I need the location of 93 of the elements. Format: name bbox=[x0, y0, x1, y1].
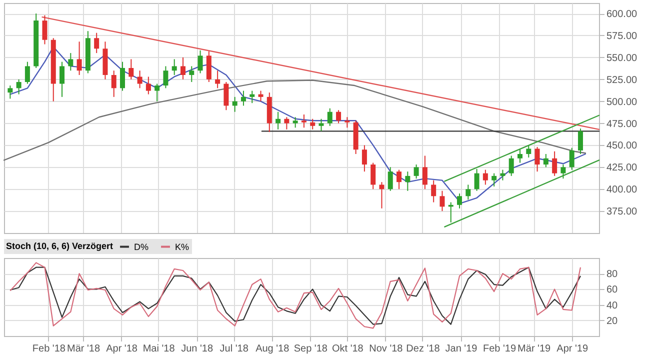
candlestick bbox=[422, 155, 428, 190]
y-tick-label: 475.00 bbox=[606, 118, 638, 130]
candlestick bbox=[526, 144, 532, 158]
candlestick bbox=[250, 90, 255, 104]
candlestick bbox=[552, 150, 558, 176]
candlestick bbox=[189, 66, 194, 83]
y-tick-label: 400.00 bbox=[606, 184, 638, 196]
candlestick bbox=[396, 169, 402, 190]
candlestick bbox=[336, 110, 342, 124]
candlestick bbox=[137, 70, 142, 89]
candlestick bbox=[68, 52, 74, 72]
candlestick bbox=[440, 190, 445, 212]
candlestick bbox=[60, 61, 65, 98]
y-tick-label: 375.00 bbox=[606, 206, 638, 218]
candlestick bbox=[198, 50, 203, 74]
y-tick-label: 20 bbox=[606, 316, 618, 327]
candlestick bbox=[534, 146, 540, 172]
line-series bbox=[10, 46, 586, 204]
candlestick bbox=[431, 180, 436, 203]
candlestick bbox=[344, 116, 350, 128]
y-tick-label: 600.00 bbox=[606, 9, 638, 20]
legend-label: K% bbox=[175, 242, 190, 252]
candlestick bbox=[569, 147, 574, 170]
x-tick-label: Apr '18 bbox=[106, 344, 138, 354]
x-tick-label: Jan '19 bbox=[445, 344, 478, 354]
candlestick bbox=[240, 90, 246, 106]
x-tick-label: Aug '18 bbox=[256, 344, 290, 354]
x-tick-label: Sep '18 bbox=[294, 344, 328, 354]
candlestick bbox=[492, 172, 497, 187]
candlestick bbox=[284, 116, 290, 130]
candlestick bbox=[94, 32, 100, 54]
candlestick bbox=[120, 61, 126, 92]
y-tick-label: 40 bbox=[606, 300, 618, 312]
candlestick bbox=[206, 50, 212, 83]
x-tick-label: Feb '19 bbox=[482, 344, 516, 354]
candlestick bbox=[508, 155, 514, 176]
candlestick bbox=[500, 169, 506, 181]
candlestick bbox=[388, 166, 393, 192]
x-tick-label: Feb '18 bbox=[32, 344, 66, 354]
candlestick bbox=[327, 108, 332, 126]
legend-label: D% bbox=[134, 242, 149, 252]
x-tick-label: Mär '18 bbox=[66, 344, 100, 354]
y-tick-label: 80 bbox=[606, 269, 618, 280]
x-tick-label: Jul '18 bbox=[220, 344, 249, 354]
candlestick bbox=[318, 118, 324, 132]
y-tick-label: 500.00 bbox=[606, 96, 638, 108]
candlestick bbox=[76, 41, 82, 76]
candlestick bbox=[482, 169, 488, 186]
x-tick-label: Jun '18 bbox=[181, 344, 214, 354]
candlestick bbox=[224, 82, 229, 111]
candlestick bbox=[42, 14, 48, 45]
y-tick-label: 575.00 bbox=[606, 30, 638, 42]
legend-title: Stoch (10, 6, 6) Verzögert bbox=[6, 241, 114, 251]
x-tick-label: Mai '18 bbox=[142, 344, 176, 354]
candlestick bbox=[517, 149, 522, 164]
candlestick bbox=[379, 182, 384, 209]
y-tick-label: 60 bbox=[606, 284, 618, 296]
y-tick-label: 450.00 bbox=[606, 140, 638, 152]
candlestick bbox=[414, 164, 419, 180]
candlestick bbox=[146, 76, 151, 95]
candlestick bbox=[276, 111, 281, 130]
candlestick bbox=[310, 118, 316, 130]
candlestick bbox=[16, 78, 22, 95]
x-tick-label: Mär '19 bbox=[518, 344, 552, 354]
candlestick bbox=[258, 90, 264, 102]
candlestick bbox=[172, 58, 177, 76]
x-tick-label: Apr '19 bbox=[556, 344, 588, 354]
candlestick bbox=[180, 56, 186, 80]
x-tick-label: Dez '18 bbox=[406, 344, 440, 354]
candlestick bbox=[301, 114, 306, 128]
candlestick bbox=[370, 162, 376, 190]
x-tick-label: Nov '18 bbox=[369, 344, 404, 354]
candlestick bbox=[362, 144, 367, 172]
candlestick bbox=[543, 153, 548, 168]
candlestick bbox=[111, 70, 116, 98]
candlestick bbox=[232, 96, 238, 112]
y-tick-label: 550.00 bbox=[606, 52, 638, 64]
candlestick bbox=[466, 184, 471, 200]
x-tick-label: Okt '18 bbox=[332, 344, 364, 354]
candlestick bbox=[474, 168, 480, 192]
candlestick bbox=[405, 171, 410, 192]
y-tick-label: 425.00 bbox=[606, 162, 638, 174]
candlestick bbox=[215, 70, 220, 89]
candlestick bbox=[154, 83, 160, 102]
candlestick bbox=[128, 58, 134, 80]
candlestick bbox=[560, 164, 566, 180]
candlestick bbox=[457, 192, 462, 209]
candlestick bbox=[24, 61, 30, 84]
y-tick-label: 525.00 bbox=[606, 74, 638, 86]
candlestick bbox=[163, 66, 168, 89]
candlestick bbox=[292, 116, 298, 128]
candlestick bbox=[8, 85, 13, 100]
candlestick bbox=[578, 128, 583, 154]
